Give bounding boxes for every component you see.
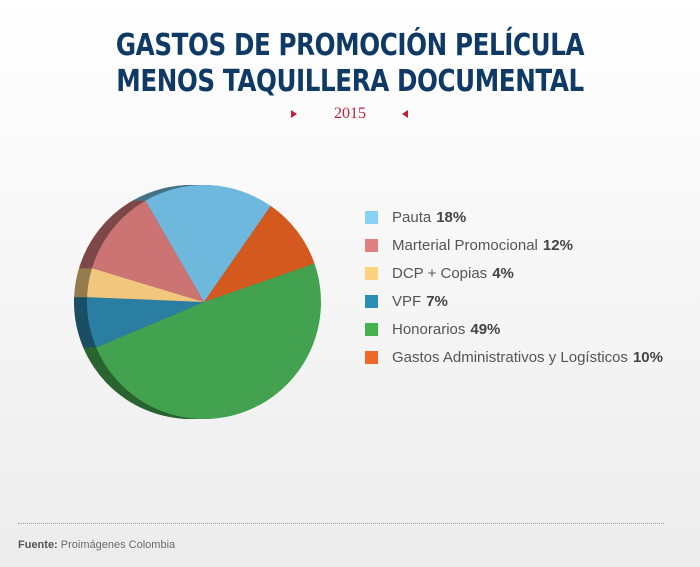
legend-item: Pauta 18% [365, 203, 663, 231]
pie-slice-pauta[interactable] [145, 184, 271, 302]
legend-label: Gastos Administrativos y Logísticos [392, 348, 628, 366]
legend-label: Honorarios [392, 320, 466, 338]
year-label: 2015 [334, 105, 366, 122]
chart-title-line-1: GASTOS DE PROMOCIÓN PELÍCULA [115, 28, 585, 63]
legend-value: 7% [426, 292, 448, 310]
pie-slice-honorarios[interactable] [96, 263, 322, 420]
legend-swatch [365, 350, 378, 364]
legend-label: DCP + Copias [392, 264, 488, 282]
legend-swatch [365, 266, 378, 280]
legend-swatch [365, 238, 378, 252]
legend-swatch [365, 210, 378, 224]
legend-item: Honorarios 49% [365, 315, 663, 343]
pie-slice-gastos-administrativos-y-log-sticos[interactable] [204, 205, 315, 302]
chart-title-line-2: MENOS TAQUILLERA DOCUMENTAL [116, 64, 584, 99]
legend-label: Marterial Promocional [392, 236, 538, 254]
legend-item: Marterial Promocional 12% [365, 231, 663, 259]
legend-value: 10% [632, 348, 663, 366]
source-label: Fuente: [18, 539, 58, 551]
source-text: Proimágenes Colombia [60, 539, 176, 551]
legend-label: Pauta [392, 208, 432, 226]
legend-item: DCP + Copias 4% [365, 259, 663, 287]
legend-swatch [365, 294, 378, 308]
legend-value: 49% [470, 320, 501, 338]
chart-legend: Pauta 18% Marterial Promocional 12% DCP + Co… [365, 203, 663, 371]
legend-value: 18% [436, 208, 467, 226]
chart-title: GASTOS DE PROMOCIÓN PELÍCULA MENOS TAQUI… [63, 28, 637, 100]
legend-item: Gastos Administrativos y Logísticos 10% [365, 343, 663, 371]
legend-value: 12% [542, 236, 573, 254]
pie-slice-dcp-copias[interactable] [87, 268, 204, 302]
legend-label: VPF [392, 292, 422, 310]
footer-divider [18, 523, 664, 524]
year-selector: 2015 [0, 104, 700, 126]
legend-value: 4% [492, 264, 514, 282]
legend-item: VPF 7% [365, 287, 663, 315]
source-note: Fuente: Proimágenes Colombia [18, 539, 175, 551]
triangle-left-icon[interactable] [402, 110, 408, 118]
pie-slice-vpf[interactable] [87, 297, 204, 348]
triangle-right-icon[interactable] [291, 110, 297, 118]
pie-slice-marterial-promocional[interactable] [91, 200, 204, 302]
legend-swatch [365, 322, 378, 336]
